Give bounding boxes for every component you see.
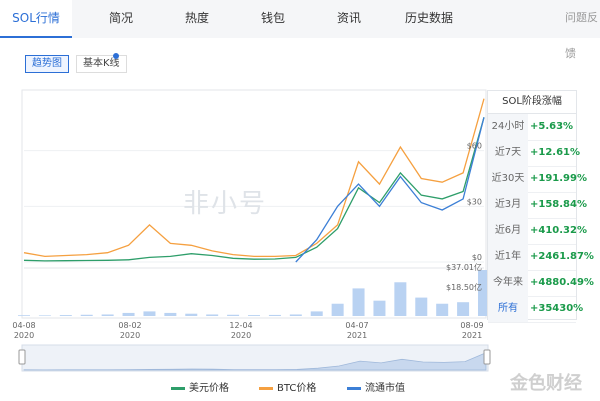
brand-logo: 金色财经 [510,373,582,394]
change-row[interactable]: 近30天 +191.99% [488,166,587,193]
tab-sol-market[interactable]: SOL行情 [0,0,72,38]
x-tick-year: 2020 [14,331,34,340]
volume-bar [143,311,156,316]
volume-bar [59,315,72,316]
x-axis-ticks: 04-08202008-02202012-04202004-07202108-0… [12,321,483,340]
volume-bar [394,282,407,316]
tab-bar: SOL行情 简况 热度 钱包 资讯 历史数据 问题反馈 [0,0,600,60]
change-row[interactable]: 近3月 +158.84% [488,192,587,219]
trend-chart-toggle[interactable]: 趋势图 [25,55,69,73]
change-row[interactable]: 近7天 +12.61% [488,140,581,167]
volume-bar [206,314,219,316]
x-tick-year: 2021 [462,331,482,340]
volume-bar [331,303,344,316]
series-lines [23,98,485,263]
chart-grid [24,150,484,269]
volume-bar [101,314,114,316]
change-period: 24小时 [488,114,528,140]
chart-frame [21,89,487,319]
change-value: +191.99% [530,173,587,184]
series-line [295,117,485,263]
x-tick-label: 04-08 [12,321,35,330]
x-tick-year: 2021 [347,331,367,340]
change-row[interactable]: 近6月 +410.32% [488,218,587,245]
volume-bar [457,302,470,316]
change-period: 近1年 [488,244,528,270]
y-axis-ticks: $60 $30 $0$37.01亿 $18.50亿 [446,142,482,292]
kline-toggle[interactable]: 基本K线 [76,55,127,73]
volume-tick-label: $18.50亿 [446,282,482,292]
navigator-handle-left [18,349,26,365]
legend-label: BTC价格 [277,383,317,394]
change-period: 近7天 [488,140,528,166]
legend-swatch-green [171,386,185,390]
legend-swatch-orange [259,386,273,390]
tab-overview[interactable]: 简况 [109,11,134,25]
volume-bar [248,315,260,316]
change-row[interactable]: 所有 +35430% [488,296,584,323]
volume-bar [268,314,281,316]
change-row[interactable]: 24小时 +5.63% [488,114,576,141]
tab-news[interactable]: 资讯 [337,11,362,25]
y-tick-label: $60 [467,142,482,151]
change-row[interactable]: 今年来 +4880.49% [488,270,594,297]
volume-bar [185,313,198,316]
change-value: +2461.87% [530,251,594,262]
change-panel: SOL阶段涨幅 24小时 +5.63% 近7天 +12.61% 近30天 +191.99%… [487,90,594,323]
change-period: 近6月 [488,218,528,244]
change-value: +12.61% [530,147,581,158]
tab-history[interactable]: 历史数据 [405,11,454,25]
legend-usd-price[interactable]: 美元价格 [171,379,229,394]
feedback-link[interactable]: 问题反馈 [565,11,598,60]
change-period: 近30天 [488,166,528,192]
navigator-handle-right [483,349,491,365]
tab-popularity[interactable]: 热度 [185,11,210,25]
volume-bar [373,300,386,316]
x-tick-year: 2020 [120,331,140,340]
range-navigator [18,344,491,372]
y-tick-label: $30 [467,197,482,206]
volume-bar [227,314,240,316]
legend-label: 美元价格 [189,383,229,394]
volume-bar [310,311,323,316]
x-tick-label: 08-09 [460,321,483,330]
change-value: +5.63% [530,121,574,132]
volume-bar [164,312,177,316]
x-tick-label: 12-04 [229,321,252,330]
change-panel-title: SOL阶段涨幅 [488,91,576,114]
y-tick-label: $0 [472,253,482,262]
change-period: 所有 [488,296,528,322]
change-period: 近3月 [488,192,528,218]
volume-bar [436,303,449,316]
change-period: 今年来 [488,270,528,296]
volume-bar [289,314,302,316]
legend-label: 流通市值 [365,383,405,394]
volume-tick-label: $37.01亿 [446,262,482,272]
volume-bar [415,297,428,316]
legend-btc-price[interactable]: BTC价格 [259,379,316,394]
volume-bar [18,315,30,316]
change-value: +158.84% [530,199,587,210]
volume-bar [80,314,93,316]
change-row[interactable]: 近1年 +2461.87% [488,244,594,271]
x-tick-year: 2020 [231,331,251,340]
series-line [23,98,485,258]
series-line [23,117,485,262]
volume-bar [38,315,51,316]
new-badge-dot [113,53,119,59]
volume-bars [18,270,490,316]
change-value: +410.32% [530,225,587,236]
volume-bar [352,288,365,316]
legend-swatch-blue [347,386,361,390]
navigator-area [23,352,487,371]
x-tick-label: 04-07 [345,321,368,330]
volume-bar [122,312,135,316]
x-tick-label: 08-02 [118,321,141,330]
change-value: +35430% [530,303,584,314]
legend-market-cap[interactable]: 流通市值 [347,379,405,394]
watermark: 非小号 [183,189,268,219]
change-value: +4880.49% [530,277,594,288]
tab-wallet[interactable]: 钱包 [261,11,286,25]
